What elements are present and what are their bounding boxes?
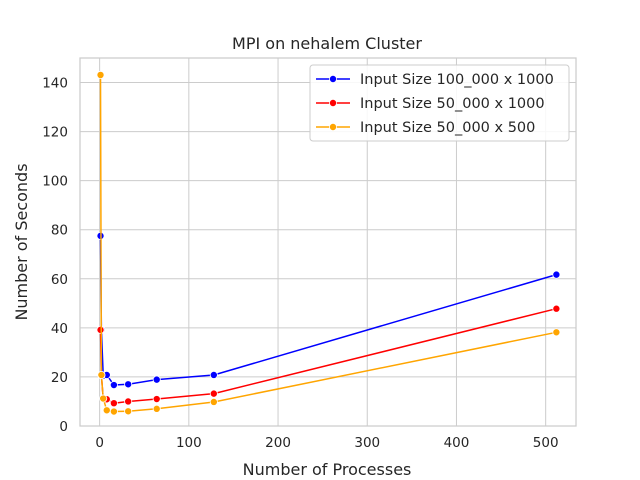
y-tick-label: 40: [51, 321, 68, 337]
data-point: [99, 394, 108, 403]
data-point: [209, 370, 218, 379]
data-point: [209, 397, 218, 406]
data-point: [124, 380, 133, 389]
chart-title: MPI on nehalem Cluster: [232, 34, 422, 53]
y-tick-label: 140: [42, 76, 68, 92]
data-point: [124, 397, 133, 406]
legend-box: [309, 64, 570, 142]
data-point: [124, 407, 133, 416]
legend-item: Input Size 100_000 x 1000: [316, 72, 554, 88]
y-tick-label: 60: [51, 272, 68, 288]
data-point: [552, 304, 561, 313]
x-axis-title: Number of Processes: [243, 460, 412, 479]
x-tick-label: 200: [265, 435, 291, 451]
data-point: [109, 399, 118, 408]
legend-label: Input Size 50_000 x 1000: [360, 96, 545, 112]
data-point: [109, 381, 118, 390]
data-point: [109, 407, 118, 416]
y-tick-label: 20: [51, 370, 68, 386]
series-layer: [96, 70, 561, 416]
data-point: [96, 70, 105, 79]
data-point: [152, 404, 161, 413]
x-tick-label: 100: [176, 435, 202, 451]
y-tick-label: 80: [51, 223, 68, 239]
data-point: [152, 375, 161, 384]
legend: Input Size 100_000 x 1000 Input Size 50_0…: [309, 64, 570, 142]
y-tick-label: 100: [42, 174, 68, 190]
x-tick-label: 300: [354, 435, 380, 451]
x-tick-label: 500: [533, 435, 559, 451]
legend-swatch-marker: [328, 99, 337, 108]
data-point: [97, 370, 106, 379]
series-3: [96, 70, 561, 416]
data-point: [209, 389, 218, 398]
legend-swatch-marker: [328, 123, 337, 132]
tick-labels: 0 100 200 300 400 500 0 20 40 60 80 100 120 140: [42, 76, 558, 451]
plot-frame: [79, 57, 577, 427]
legend-label: Input Size 50_000 x 500: [360, 120, 535, 136]
y-tick-label: 0: [59, 419, 68, 435]
x-tick-label: 0: [95, 435, 104, 451]
x-tick-label: 400: [444, 435, 470, 451]
data-point: [552, 328, 561, 337]
legend-swatch-marker: [328, 75, 337, 84]
legend-label: Input Size 100_000 x 1000: [360, 72, 554, 88]
data-point: [102, 406, 111, 415]
y-axis-title: Number of Seconds: [12, 163, 31, 320]
data-point: [552, 270, 561, 279]
data-point: [152, 395, 161, 404]
y-tick-label: 120: [42, 125, 68, 141]
legend-item: Input Size 50_000 x 500: [316, 120, 535, 136]
legend-item: Input Size 50_000 x 1000: [316, 96, 545, 112]
